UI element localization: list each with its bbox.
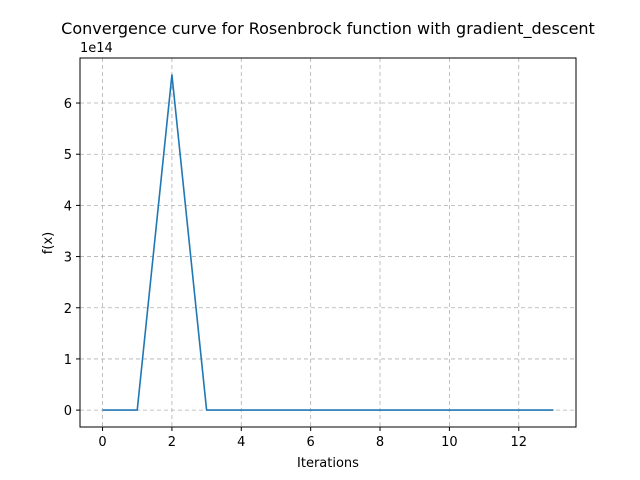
plot-area-frame — [79, 57, 577, 428]
x-tick-label: 2 — [168, 435, 176, 450]
x-tick-label: 10 — [441, 435, 458, 450]
x-axis-ticks: 0 2 4 6 8 10 12 — [98, 427, 527, 450]
chart-title: Convergence curve for Rosenbrock functio… — [61, 19, 595, 39]
y-tick-label: 2 — [64, 302, 72, 317]
y-axis-ticks: 0 1 2 3 4 5 6 — [64, 97, 80, 419]
y-tick-label: 3 — [64, 251, 72, 266]
y-axis-offset-label: 1e14 — [80, 41, 113, 56]
x-tick-label: 8 — [376, 435, 384, 450]
y-tick-label: 4 — [64, 199, 72, 214]
x-tick-label: 6 — [307, 435, 315, 450]
series-line — [102, 74, 554, 411]
y-axis-label: f(x) — [41, 232, 56, 254]
x-tick-label: 12 — [510, 435, 527, 450]
x-axis-label: Iterations — [297, 456, 359, 471]
y-tick-label: 6 — [64, 97, 72, 112]
y-tick-label: 5 — [64, 148, 72, 163]
y-tick-label: 1 — [64, 353, 72, 368]
y-tick-label: 0 — [64, 404, 72, 419]
x-tick-label: 0 — [98, 435, 106, 450]
x-tick-label: 4 — [237, 435, 245, 450]
grid-layer — [80, 58, 576, 427]
series-layer — [102, 74, 554, 411]
